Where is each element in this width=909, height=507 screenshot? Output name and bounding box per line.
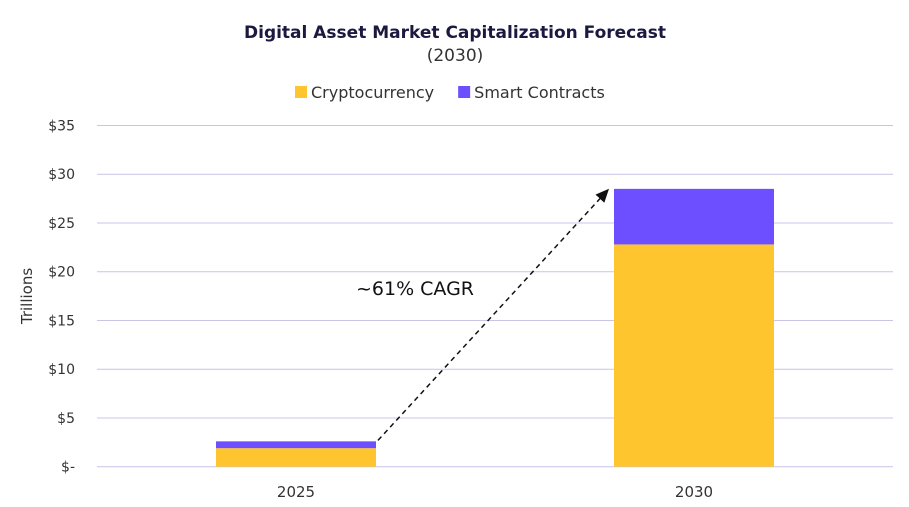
bar-cryptocurrency-2030 <box>614 244 774 467</box>
y-tick-label: $- <box>61 460 75 476</box>
y-tick-label: $10 <box>48 362 75 378</box>
y-tick-label: $30 <box>48 167 75 183</box>
cagr-annotation: ~61% CAGR <box>356 278 474 300</box>
y-tick-label: $25 <box>48 216 75 232</box>
bar-smart-contracts-2030 <box>614 188 774 245</box>
x-axis: 2025 2030 <box>277 483 713 501</box>
chart-title: Digital Asset Market Capitalization Fore… <box>244 23 666 43</box>
legend-swatch <box>458 86 471 98</box>
chart-subtitle: (2030) <box>427 46 484 66</box>
bar-cryptocurrency-2025 <box>216 448 376 467</box>
y-tick-label: $35 <box>48 119 75 135</box>
legend: Cryptocurrency Smart Contracts <box>295 83 605 102</box>
legend-label: Cryptocurrency <box>311 83 434 102</box>
y-tick-label: $20 <box>48 265 75 281</box>
y-axis: $- $5 $10 $15 $20 $25 $30 $35 <box>48 119 75 476</box>
gridlines <box>97 125 893 468</box>
x-tick-label: 2030 <box>675 483 713 501</box>
cagr-arrow <box>377 188 610 441</box>
legend-label: Smart Contracts <box>474 83 605 102</box>
bar-smart-contracts-2025 <box>216 441 376 449</box>
legend-swatch <box>295 86 307 98</box>
y-tick-label: $15 <box>48 313 75 329</box>
y-axis-label: Trillions <box>18 268 36 325</box>
x-tick-label: 2025 <box>277 483 315 501</box>
y-tick-label: $5 <box>57 411 75 427</box>
bars <box>216 188 774 467</box>
